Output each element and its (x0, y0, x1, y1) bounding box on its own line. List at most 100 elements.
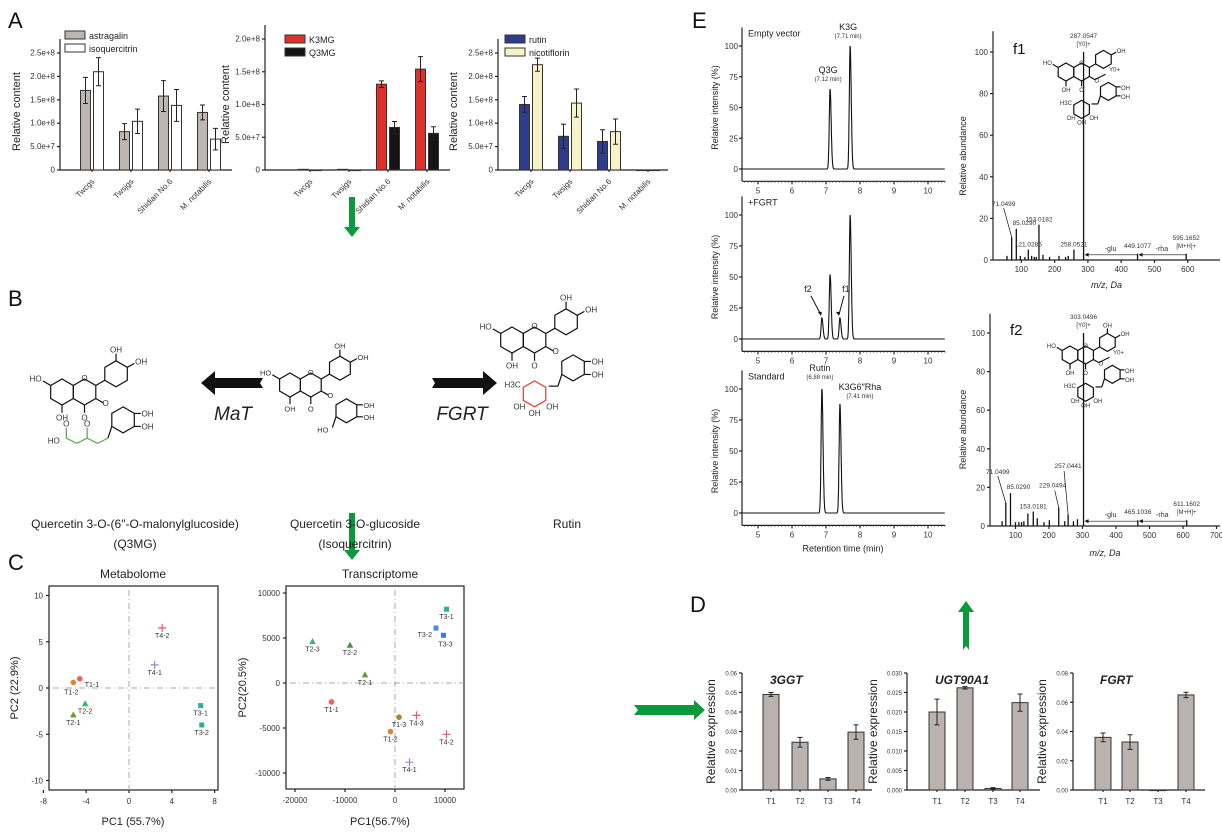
x-axis-label: PC1 (55.7%) (102, 816, 165, 828)
error-bar (1127, 734, 1133, 750)
bar-chart-1: 0 5.0e+7 1.0e+8 1.5e+8 2.0e+8 Relative conten… (220, 25, 450, 216)
x-tick-label: T3 (1153, 797, 1163, 806)
sugar-ring-rhamnose (522, 380, 547, 408)
y-axis-label: PC2(20.5%) (237, 658, 249, 718)
y-tick-label: 100 (725, 42, 739, 51)
x-tick-label: Twcgs (74, 177, 96, 199)
bar (311, 169, 322, 172)
point-label: T1-3 (392, 722, 407, 729)
y-tick-label: 0.03 (725, 730, 737, 736)
y-tick-label: 1.0e+8 (30, 119, 55, 128)
bond (1056, 346, 1063, 352)
peak-mz-label: 71.0499 (986, 469, 1010, 476)
x-tick-label: 6 (790, 186, 795, 195)
bar (956, 687, 974, 791)
y-tick-label: 0.08 (1056, 672, 1068, 678)
peak-label: Rutin (809, 363, 830, 373)
y-tick-label: 2.0e+8 (30, 72, 55, 81)
y-tick-label: 0 (276, 679, 281, 688)
peak-label: Q3G (819, 65, 838, 75)
x-tick-label: Twcgs (513, 177, 535, 199)
atom-label: O (327, 391, 333, 400)
pathway-diagram: MaT FGRT Quercetin 3-O-(6″-O-malonylglucos… (30, 293, 604, 551)
bond (1093, 346, 1100, 352)
peak-mz-label: 303.0496 (1070, 314, 1097, 321)
x-tick-label: Twsjgs (551, 177, 575, 201)
atom-label: O (552, 347, 558, 356)
error-bar (1183, 691, 1189, 699)
point-square (198, 703, 204, 709)
y-tick-label: 0 (734, 165, 739, 174)
atom-label: OH (110, 345, 122, 354)
y-tick-label: 5 (39, 638, 44, 647)
pca-plot-8: -8 -4 0 4 8 -10 -5 0 5 10 Metabolome PC1 (55.7%) PC2… (9, 567, 219, 828)
y-tick-label: 2.5e+8 (30, 49, 55, 58)
y-tick-label: 1.0e+8 (468, 119, 493, 128)
y-tick-label: 0 (734, 335, 739, 344)
error-bar (1100, 732, 1106, 743)
atom-label: O (84, 419, 90, 428)
bar (1011, 702, 1029, 791)
chromatogram-trace (741, 45, 945, 170)
y-tick-label: 0.02 (1056, 759, 1068, 765)
x-tick-label: 7 (824, 530, 829, 539)
y-tick-label: 2.0e+8 (235, 35, 260, 44)
error-bar (418, 56, 423, 83)
atom-label: O (308, 368, 314, 377)
point-circle (387, 728, 394, 735)
y-tick-label: 0.005 (887, 769, 903, 775)
y-tick-label: 5.0e+7 (468, 142, 493, 151)
atom-label: H3C (1064, 384, 1077, 390)
bond (42, 380, 52, 387)
atom-label: OH (1117, 49, 1126, 55)
x-tick-label: 300 (1076, 531, 1090, 540)
y-tick-label: 25 (729, 304, 738, 313)
y-tick-label: 20 (976, 483, 985, 492)
ring-b (328, 355, 351, 381)
atom-label: OH (1066, 371, 1075, 377)
x-tick-label: 200 (1048, 265, 1062, 274)
peak-note: (7.12 min) (815, 77, 842, 83)
flow-arrow-right (634, 700, 705, 720)
trace-label: Empty vector (748, 29, 801, 39)
ring-a (279, 372, 301, 398)
y-tick-label: -10000 (255, 769, 280, 778)
atom-label: OH (1077, 121, 1086, 127)
error-bar (768, 692, 774, 697)
atom-label: H3C (505, 380, 521, 389)
ring-b (554, 308, 578, 336)
atom-label: O (1083, 344, 1088, 350)
loss-label: -glu (1105, 246, 1117, 253)
arrow-head (817, 311, 822, 316)
atom-label: Y0+ (1113, 351, 1124, 357)
trace-label: +FGRT (748, 197, 778, 207)
peak-ion-label: [Y0]+ (1076, 42, 1091, 48)
error-bar (96, 57, 101, 87)
x-tick-label: 9 (892, 186, 897, 195)
atom-label: OH (1071, 399, 1080, 405)
peak-mz-label: 465.1036 (1124, 509, 1151, 516)
arrow-head (835, 311, 840, 316)
point-label: T1-1 (324, 707, 339, 714)
bar-chart-0: 0 5.0e+7 1.0e+8 1.5e+8 2.0e+8 2.5e+8 Relative … (11, 30, 232, 216)
y-tick-label: 0.020 (887, 711, 903, 717)
compound-name: Quercetin 3-O-(6″-O-malonylglucoside) (31, 517, 239, 531)
x-tick-label: 10 (924, 356, 933, 365)
x-tick-label: 400 (1115, 265, 1129, 274)
atom-label: Y0+ (1109, 68, 1120, 74)
x-tick-label: 8 (858, 530, 863, 539)
y-tick-label: 80 (979, 90, 988, 99)
peak-mz-label: 611.1602 (1173, 501, 1200, 508)
point-square (433, 625, 439, 631)
peak-mz-label: 153.0181 (1020, 504, 1047, 511)
y-tick-label: 75 (729, 242, 738, 251)
bond (86, 437, 98, 444)
bond (127, 362, 135, 368)
chart-title: Transcriptome (342, 567, 419, 581)
y-tick-label: 10000 (258, 589, 281, 598)
bar (350, 169, 361, 172)
bar (337, 168, 348, 171)
atom-label: OH (1093, 399, 1102, 405)
bar (1177, 694, 1195, 791)
error-bar (379, 80, 384, 88)
